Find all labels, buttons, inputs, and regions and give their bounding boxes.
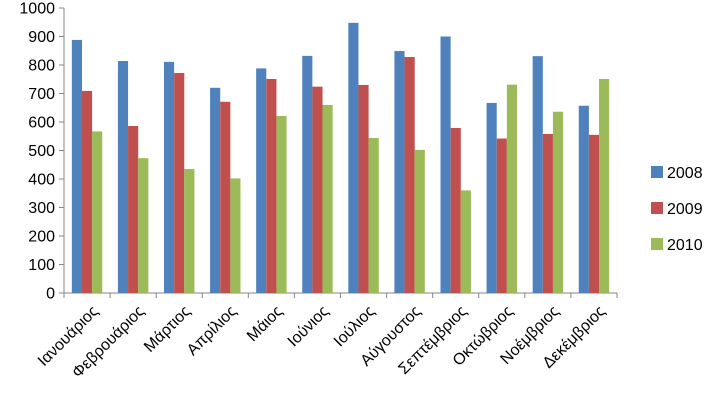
bar-2008-12 xyxy=(578,105,589,293)
x-category-label: Ιούνιος xyxy=(285,303,333,351)
bar-2010-8 xyxy=(414,149,425,293)
bar-2010-12 xyxy=(599,78,610,293)
bar-2010-7 xyxy=(368,137,379,293)
bar-2010-10 xyxy=(506,84,517,293)
legend-swatch xyxy=(651,166,663,178)
legend-label: 2008 xyxy=(667,165,703,182)
bars xyxy=(71,22,610,294)
y-tick-label: 1000 xyxy=(19,1,55,18)
legend-item-2008: 2008 xyxy=(651,165,703,182)
bar-2010-6 xyxy=(322,104,333,294)
bar-2008-9 xyxy=(440,36,451,293)
bar-2009-4 xyxy=(220,101,231,293)
bar-2009-6 xyxy=(312,86,323,293)
y-tick-label: 900 xyxy=(28,29,55,46)
legend-swatch xyxy=(651,238,663,250)
axes xyxy=(59,7,618,298)
y-tick-label: 700 xyxy=(28,86,55,103)
bar-2010-11 xyxy=(552,111,564,294)
legend-item-2009: 2009 xyxy=(651,201,703,218)
y-tick-label: 100 xyxy=(28,257,55,274)
bar-2010-3 xyxy=(184,169,195,293)
bar-2009-5 xyxy=(266,78,277,293)
bar-2008-11 xyxy=(532,56,543,293)
bar-2008-4 xyxy=(210,87,221,293)
bar-2009-8 xyxy=(404,57,415,293)
bar-2008-1 xyxy=(71,39,82,293)
bar-2009-11 xyxy=(542,133,553,293)
bar-2010-5 xyxy=(276,116,287,294)
bar-2008-2 xyxy=(117,61,129,294)
bar-2010-1 xyxy=(92,131,103,293)
bar-2010-2 xyxy=(138,158,149,293)
y-tick-label: 600 xyxy=(28,115,55,132)
bar-2010-4 xyxy=(230,178,241,293)
legend-item-2010: 2010 xyxy=(651,237,703,254)
bar-2009-7 xyxy=(358,84,369,293)
bar-2009-3 xyxy=(174,72,185,293)
bar-2008-6 xyxy=(302,55,313,293)
bar-2009-1 xyxy=(81,90,93,293)
bar-2009-10 xyxy=(496,138,507,293)
bar-2008-3 xyxy=(164,61,175,293)
legend: 2008 2009 2010 xyxy=(651,165,703,254)
y-tick-labels: 0 100 200 300 400 500 600 700 800 900 1000 xyxy=(19,1,55,303)
bar-2009-9 xyxy=(450,127,461,294)
bar-2009-12 xyxy=(588,134,600,293)
x-category-label: Απρίλιος xyxy=(184,303,240,359)
bar-2008-8 xyxy=(394,51,405,293)
y-tick-label: 400 xyxy=(28,172,55,189)
legend-label: 2010 xyxy=(667,237,703,254)
bar-2009-2 xyxy=(128,125,139,294)
y-tick-label: 200 xyxy=(28,229,55,246)
y-tick-label: 300 xyxy=(28,200,55,217)
x-category-label: Μάιος xyxy=(244,303,286,345)
y-tick-label: 500 xyxy=(28,143,55,160)
bar-2010-9 xyxy=(460,190,471,293)
bar-2008-10 xyxy=(486,102,497,293)
y-tick-label: 800 xyxy=(28,58,55,75)
y-tick-label: 0 xyxy=(46,286,55,303)
legend-swatch xyxy=(651,202,663,214)
legend-label: 2009 xyxy=(667,201,703,218)
bar-2008-5 xyxy=(256,68,267,293)
bar-2008-7 xyxy=(348,22,359,293)
